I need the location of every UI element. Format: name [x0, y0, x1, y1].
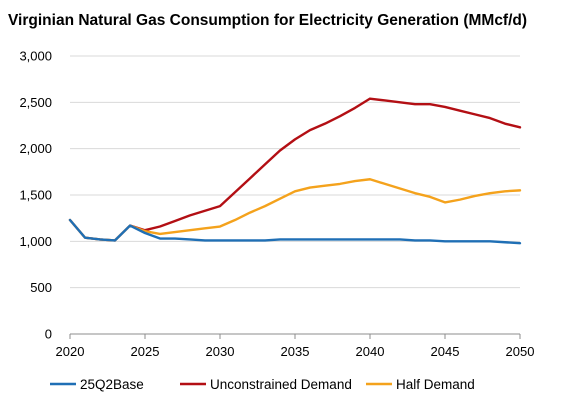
- y-tick-labels: 0 500 1,000 1,500 2,000 2,500 3,000: [19, 49, 52, 342]
- x-tick-label-2025: 2025: [131, 344, 160, 359]
- legend: 25Q2Base Unconstrained Demand Half Demand: [50, 377, 475, 392]
- y-tick-label-0: 0: [45, 327, 52, 342]
- series-line-25q2base: [68, 218, 522, 245]
- x-tick-label-2035: 2035: [281, 344, 310, 359]
- x-tick-label-2050: 2050: [506, 344, 535, 359]
- series-line-unconstrained-demand: [68, 97, 522, 242]
- x-tick-labels: 2020 2025 2030 2035 2040 2045 2050: [56, 344, 535, 359]
- x-tick-label-2030: 2030: [206, 344, 235, 359]
- chart-title: Virginian Natural Gas Consumption for El…: [8, 12, 528, 29]
- gridlines: [70, 55, 520, 289]
- y-tick-label-500: 500: [30, 280, 52, 295]
- y-tick-label-2000: 2,000: [19, 141, 52, 156]
- x-tick-label-2045: 2045: [431, 344, 460, 359]
- x-tick-label-2040: 2040: [356, 344, 385, 359]
- y-tick-label-1000: 1,000: [19, 234, 52, 249]
- y-tick-label-2500: 2,500: [19, 95, 52, 110]
- axes: [69, 333, 521, 339]
- series-line-half-demand: [68, 178, 522, 242]
- legend-label-half-demand: Half Demand: [396, 377, 475, 392]
- x-tick-label-2020: 2020: [56, 344, 85, 359]
- legend-label-unconstrained-demand: Unconstrained Demand: [210, 377, 352, 392]
- y-tick-label-3000: 3,000: [19, 49, 52, 64]
- legend-label-25q2base: 25Q2Base: [80, 377, 144, 392]
- y-tick-label-1500: 1,500: [19, 188, 52, 203]
- series-lines: [68, 97, 522, 245]
